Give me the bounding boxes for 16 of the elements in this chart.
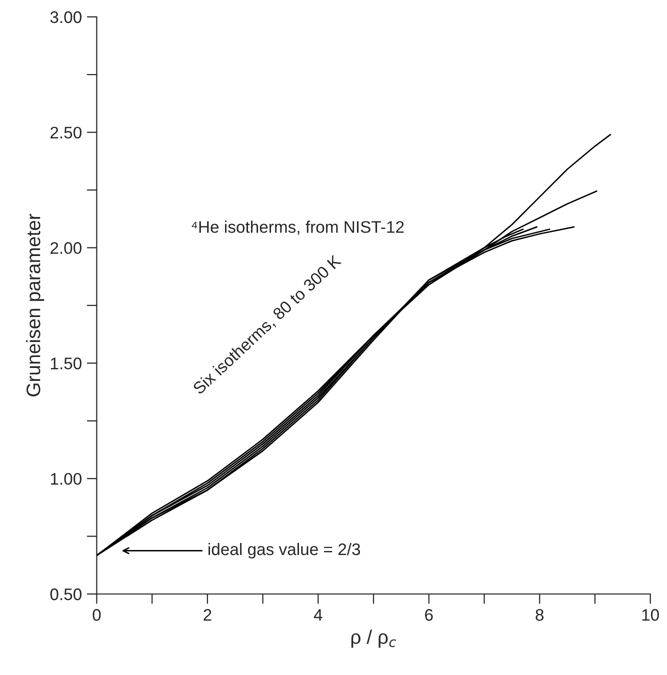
x-tick-label: 2 — [204, 609, 212, 621]
y-axis-title: Gruneisen parameter — [26, 214, 44, 396]
y-tick-label: 3.00 — [50, 11, 82, 24]
y-tick-label: 1.00 — [50, 472, 82, 485]
annotation: ⁴He isotherms, from NIST-12 — [192, 220, 404, 235]
x-tick-label: 8 — [536, 609, 544, 621]
y-tick-label: 1.50 — [50, 358, 82, 370]
y-tick-label: 2.50 — [50, 126, 82, 139]
x-axis-title: ρ / ρ$_{c}$ — [351, 630, 396, 648]
x-tick-label: 10 — [642, 609, 659, 621]
y-tick-label: 0.50 — [50, 588, 82, 600]
x-tick-label: 6 — [425, 609, 433, 621]
x-tick-label: 0 — [92, 609, 101, 621]
y-tick-label: 2.00 — [50, 242, 82, 254]
annotation: ideal gas value = 2/3 — [208, 542, 360, 558]
x-tick-label: 4 — [314, 609, 322, 621]
